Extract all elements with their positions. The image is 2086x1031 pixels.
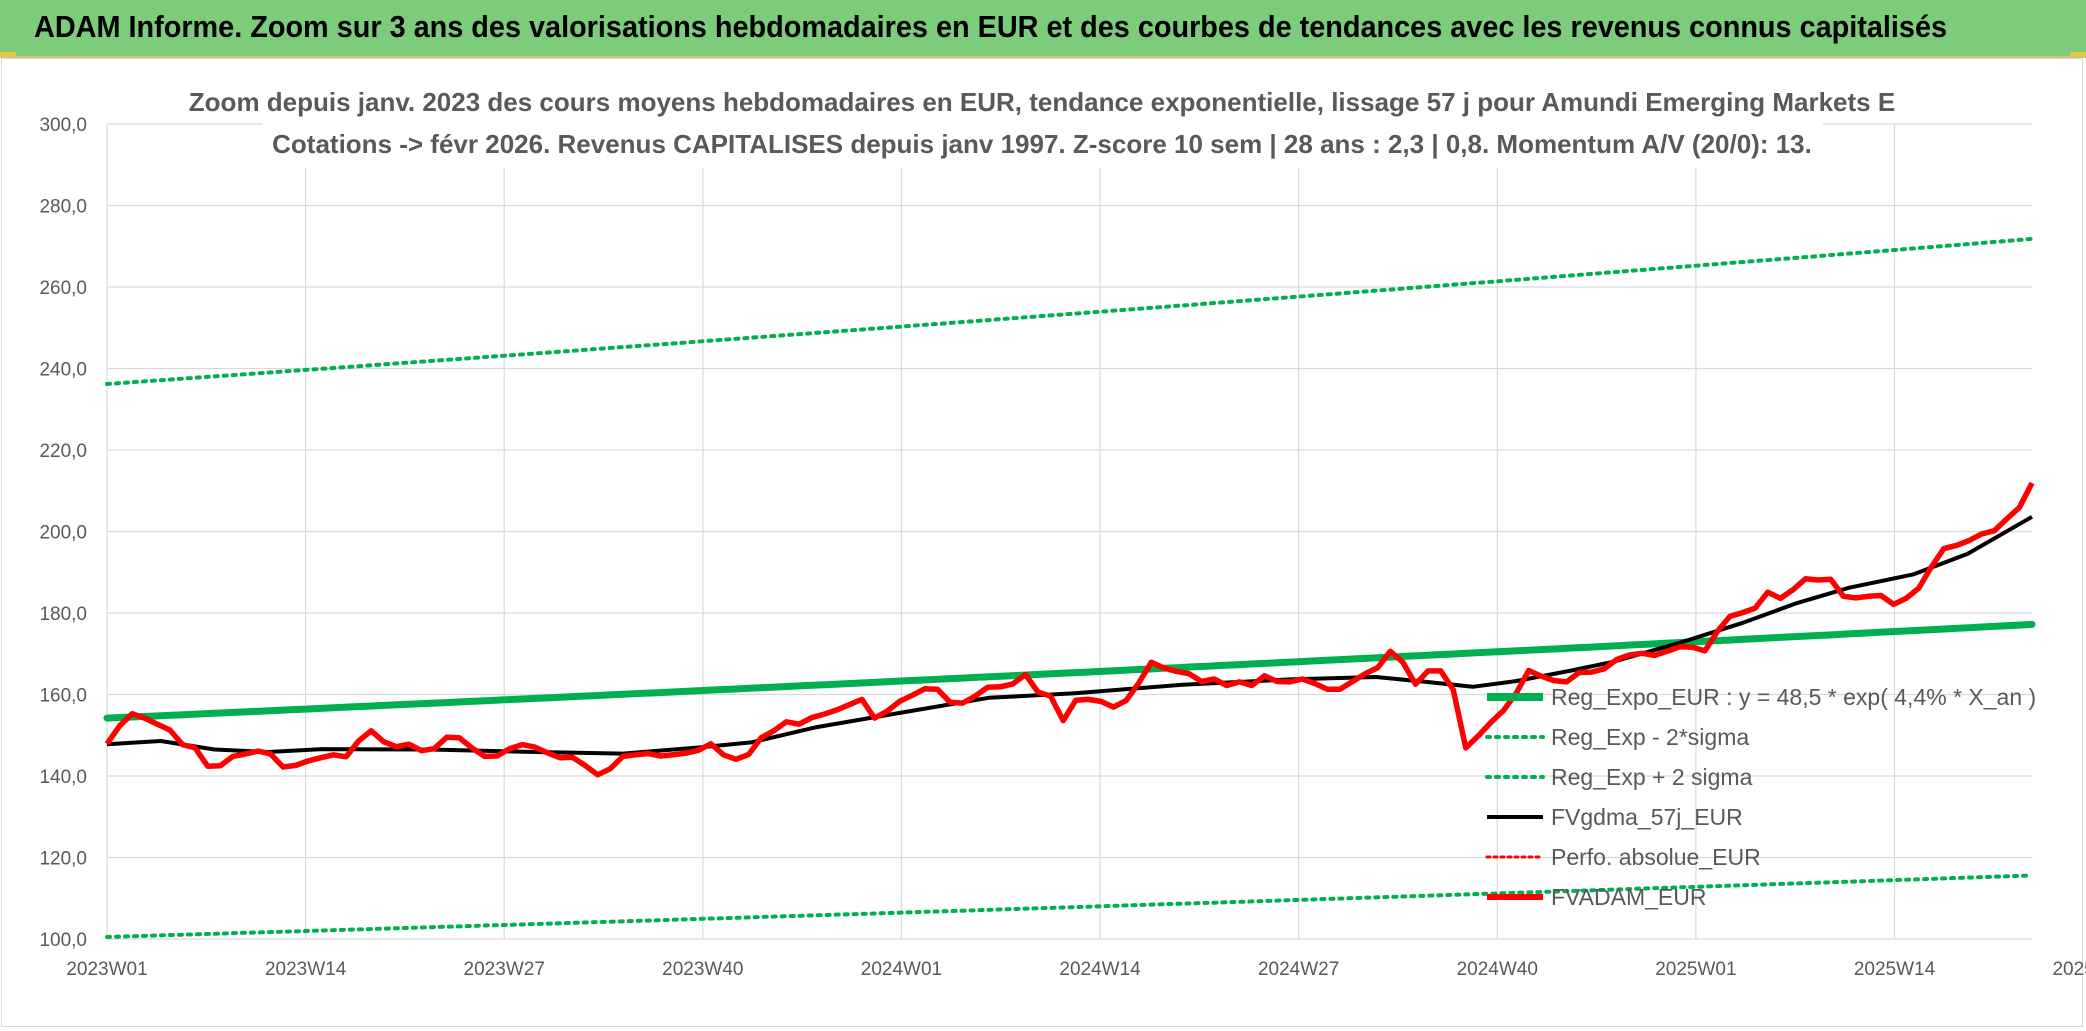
grid-lines xyxy=(106,123,2032,940)
x-tick-label: 2025W01 xyxy=(1655,959,1736,980)
y-tick-label: 140,0 xyxy=(39,767,87,788)
right-accent-mark xyxy=(2070,52,2086,56)
y-tick-label: 160,0 xyxy=(39,686,87,707)
x-tick-label: 2024W27 xyxy=(1258,959,1339,980)
x-tick-label: 2023W40 xyxy=(662,959,743,980)
report-title: ADAM Informe. Zoom sur 3 ans des valoris… xyxy=(34,9,1948,44)
fvadam-line xyxy=(104,481,2035,778)
x-axis-ticks: 2023W01 2023W14 2023W27 2023W40 2024W01 2024W… xyxy=(66,959,2086,980)
x-tick-label: 2023W01 xyxy=(66,959,147,980)
report-banner: ADAM Informe. Zoom sur 3 ans des valoris… xyxy=(0,0,2086,58)
x-tick-label: 2023W27 xyxy=(464,959,545,980)
left-accent-mark xyxy=(0,52,16,56)
legend-label: Reg_Expo_EUR : y = 48,5 * exp( 4,4% * X_… xyxy=(1551,684,2036,710)
chart-title-line-2: Cotations -> févr 2026. Revenus CAPITALI… xyxy=(272,129,1812,159)
x-tick-label: 2023W14 xyxy=(265,959,347,980)
legend-label: Perfo. absolue_EUR xyxy=(1551,844,1761,870)
y-tick-label: 220,0 xyxy=(39,441,87,462)
series-group xyxy=(103,236,2036,939)
x-tick-label: 2024W01 xyxy=(861,959,942,980)
y-axis-ticks: 100,0 120,0 140,0 160,0 180,0 200,0 220,0 240,0… xyxy=(39,115,87,951)
y-tick-label: 180,0 xyxy=(39,604,87,625)
x-tick-label: 2024W40 xyxy=(1457,959,1538,980)
lower-sigma-band-line xyxy=(105,873,2034,939)
y-tick-label: 280,0 xyxy=(39,197,87,218)
y-tick-label: 120,0 xyxy=(39,849,87,870)
y-tick-label: 100,0 xyxy=(39,930,87,951)
legend: Reg_Expo_EUR : y = 48,5 * exp( 4,4% * X_… xyxy=(1485,684,2036,910)
legend-label: FVADAM_EUR xyxy=(1551,884,1707,910)
upper-sigma-band-line xyxy=(105,236,2034,386)
y-tick-label: 200,0 xyxy=(39,523,87,544)
x-tick-label: 2024W14 xyxy=(1059,959,1141,980)
legend-label: Reg_Exp - 2*sigma xyxy=(1551,724,1749,750)
legend-label: Reg_Exp + 2 sigma xyxy=(1551,764,1753,790)
chart-title-line-1: Zoom depuis janv. 2023 des cours moyens … xyxy=(189,87,1895,117)
x-tick-label: 2025W14 xyxy=(1854,959,1936,980)
chart-frame xyxy=(1,58,2083,1027)
y-tick-label: 240,0 xyxy=(39,360,87,381)
x-tick-label: 2025W27 xyxy=(2052,959,2086,980)
title-background xyxy=(263,78,1823,168)
legend-label: FVgdma_57j_EUR xyxy=(1551,804,1743,830)
moving-average-line xyxy=(106,515,2033,756)
y-tick-label: 260,0 xyxy=(39,278,87,299)
y-tick-label: 300,0 xyxy=(39,115,87,136)
